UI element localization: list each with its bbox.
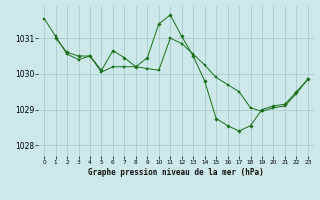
X-axis label: Graphe pression niveau de la mer (hPa): Graphe pression niveau de la mer (hPa) [88, 168, 264, 177]
